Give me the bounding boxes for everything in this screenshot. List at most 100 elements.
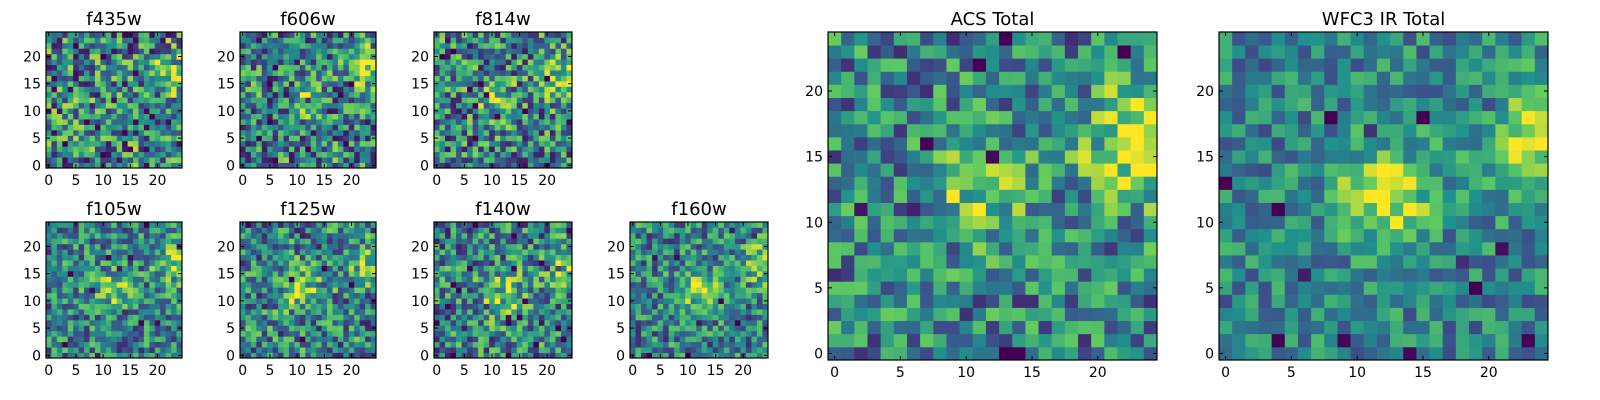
- heatmap-cell: [240, 64, 246, 71]
- heatmap-cell: [494, 249, 501, 256]
- heatmap-cell: [305, 140, 312, 147]
- heatmap-cell: [483, 162, 490, 169]
- heatmap-cell: [734, 319, 741, 326]
- heatmap-cell: [467, 336, 474, 343]
- heatmap-cell: [434, 42, 440, 49]
- heatmap-cell: [310, 352, 317, 359]
- heatmap-cell: [240, 303, 246, 310]
- heatmap-cell: [544, 254, 551, 261]
- heatmap-cell: [696, 336, 703, 343]
- heatmap-cell: [56, 319, 63, 326]
- heatmap-cell: [256, 287, 263, 294]
- heatmap-cell: [456, 146, 462, 153]
- heatmap-cell: [240, 70, 246, 76]
- heatmap-cell: [494, 97, 501, 104]
- heatmap-cell: [56, 151, 63, 158]
- heatmap-cell: [332, 64, 339, 71]
- heatmap-cell: [701, 292, 708, 299]
- heatmap-cell: [533, 162, 540, 169]
- heatmap-cell: [149, 86, 156, 93]
- heatmap-cell: [1025, 215, 1039, 230]
- heatmap-cell: [657, 319, 664, 326]
- heatmap-cell: [370, 314, 377, 321]
- heatmap-cell: [278, 222, 284, 228]
- heatmap-cell: [133, 260, 139, 266]
- heatmap-cell: [62, 146, 69, 153]
- heatmap-cell: [544, 119, 551, 125]
- heatmap-cell: [439, 64, 446, 71]
- heatmap-cell: [511, 32, 518, 38]
- heatmap-cell: [332, 270, 339, 277]
- heatmap-cell: [165, 319, 172, 326]
- heatmap-cell: [245, 48, 252, 55]
- heatmap-cell: [337, 140, 344, 147]
- heatmap-cell: [138, 249, 145, 256]
- heatmap-cell: [445, 108, 451, 114]
- heatmap-cell: [439, 347, 446, 353]
- heatmap-cell: [478, 86, 485, 93]
- heatmap-cell: [245, 102, 252, 109]
- heatmap-cell: [143, 309, 150, 315]
- heatmap-cell: [1078, 320, 1092, 335]
- heatmap-cell: [652, 330, 658, 337]
- heatmap-cell: [854, 176, 868, 190]
- heatmap-cell: [467, 70, 474, 76]
- heatmap-cell: [94, 102, 101, 109]
- heatmap-cell: [122, 347, 128, 353]
- heatmap-cell: [745, 309, 752, 315]
- heatmap-cell: [160, 135, 167, 142]
- heatmap-cell: [478, 336, 485, 343]
- heatmap-cell: [343, 276, 350, 283]
- heatmap-cell: [906, 150, 921, 164]
- heatmap-cell: [445, 86, 451, 93]
- heatmap-cell: [867, 228, 882, 243]
- heatmap-cell: [828, 346, 842, 361]
- heatmap-cell: [511, 330, 518, 337]
- heatmap-cell: [78, 157, 85, 163]
- heatmap-cell: [89, 232, 96, 239]
- heatmap-cell: [78, 91, 85, 98]
- heatmap-cell: [272, 37, 279, 44]
- heatmap-cell: [122, 102, 128, 109]
- heatmap-cell: [635, 243, 642, 250]
- heatmap-cell: [494, 314, 501, 321]
- heatmap-cell: [745, 249, 752, 256]
- heatmap-cell: [359, 352, 366, 359]
- heatmap-cell: [906, 215, 921, 230]
- heatmap-cell: [337, 146, 344, 153]
- heatmap-cell: [657, 249, 664, 256]
- heatmap-cell: [641, 270, 647, 277]
- heatmap-cell: [756, 314, 763, 321]
- heatmap-cell: [533, 281, 540, 288]
- heatmap-cell: [299, 249, 306, 256]
- heatmap-cell: [149, 298, 156, 304]
- heatmap-cell: [1117, 241, 1132, 256]
- heatmap-cell: [51, 309, 58, 315]
- heatmap-cell: [310, 287, 317, 294]
- heatmap-cell: [256, 281, 263, 288]
- x-tick-label: 5: [71, 363, 80, 379]
- heatmap-cell: [516, 298, 523, 304]
- heatmap-cell: [84, 119, 90, 125]
- heatmap-cell: [729, 254, 736, 261]
- heatmap-cell: [365, 157, 371, 163]
- heatmap-cell: [679, 319, 686, 326]
- heatmap-cell: [143, 91, 150, 98]
- heatmap-cell: [348, 42, 355, 49]
- heatmap-cell: [516, 59, 523, 66]
- x-tick-label: 0: [432, 363, 441, 379]
- heatmap-cell: [522, 97, 529, 104]
- heatmap-cell: [359, 135, 366, 142]
- y-tick-label: 10: [217, 104, 235, 120]
- heatmap-cell: [718, 276, 725, 283]
- heatmap-cell: [138, 352, 145, 359]
- heatmap-cell: [461, 59, 468, 66]
- heatmap-cell: [549, 140, 556, 147]
- heatmap-cell: [365, 48, 371, 55]
- heatmap-cell: [62, 298, 69, 304]
- heatmap-cell: [472, 140, 479, 147]
- heatmap-cell: [305, 119, 312, 125]
- heatmap-cell: [854, 333, 868, 348]
- heatmap-cell: [288, 276, 295, 283]
- heatmap-cell: [445, 157, 451, 163]
